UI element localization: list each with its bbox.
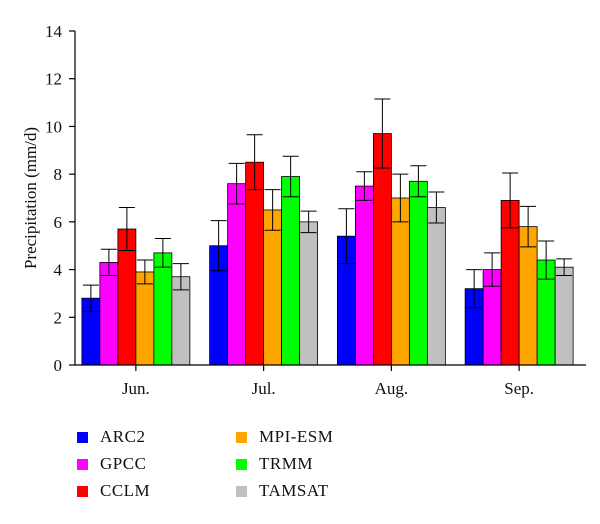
bar-mpi-esm <box>390 197 410 366</box>
bar-cclm <box>245 161 265 366</box>
y-tick-label: 0 <box>54 356 63 375</box>
y-axis-label: Precipitation (mm/d) <box>21 127 40 269</box>
bar-gpcc <box>354 185 374 366</box>
bar-trmm <box>408 180 428 366</box>
bar-tamsat <box>554 266 574 366</box>
y-tick-label: 12 <box>45 70 62 89</box>
x-tick-label: Jun. <box>122 379 150 398</box>
bar-trmm <box>281 176 301 366</box>
x-tick-label: Aug. <box>375 379 409 398</box>
bar-mpi-esm <box>135 271 155 366</box>
x-tick-label: Sep. <box>504 379 534 398</box>
y-tick-label: 10 <box>45 117 62 136</box>
bar-trmm <box>153 252 173 366</box>
x-tick-label: Jul. <box>252 379 276 398</box>
bar-tamsat <box>299 221 319 366</box>
y-tick-label: 8 <box>54 165 63 184</box>
bar-tamsat <box>426 207 446 366</box>
y-tick-label: 2 <box>54 308 63 327</box>
bar-mpi-esm <box>263 209 283 366</box>
y-tick-label: 6 <box>54 213 63 232</box>
y-tick-label: 14 <box>45 22 63 41</box>
y-tick-label: 4 <box>54 261 63 280</box>
bar-gpcc <box>227 183 247 366</box>
bar-gpcc <box>99 262 119 366</box>
